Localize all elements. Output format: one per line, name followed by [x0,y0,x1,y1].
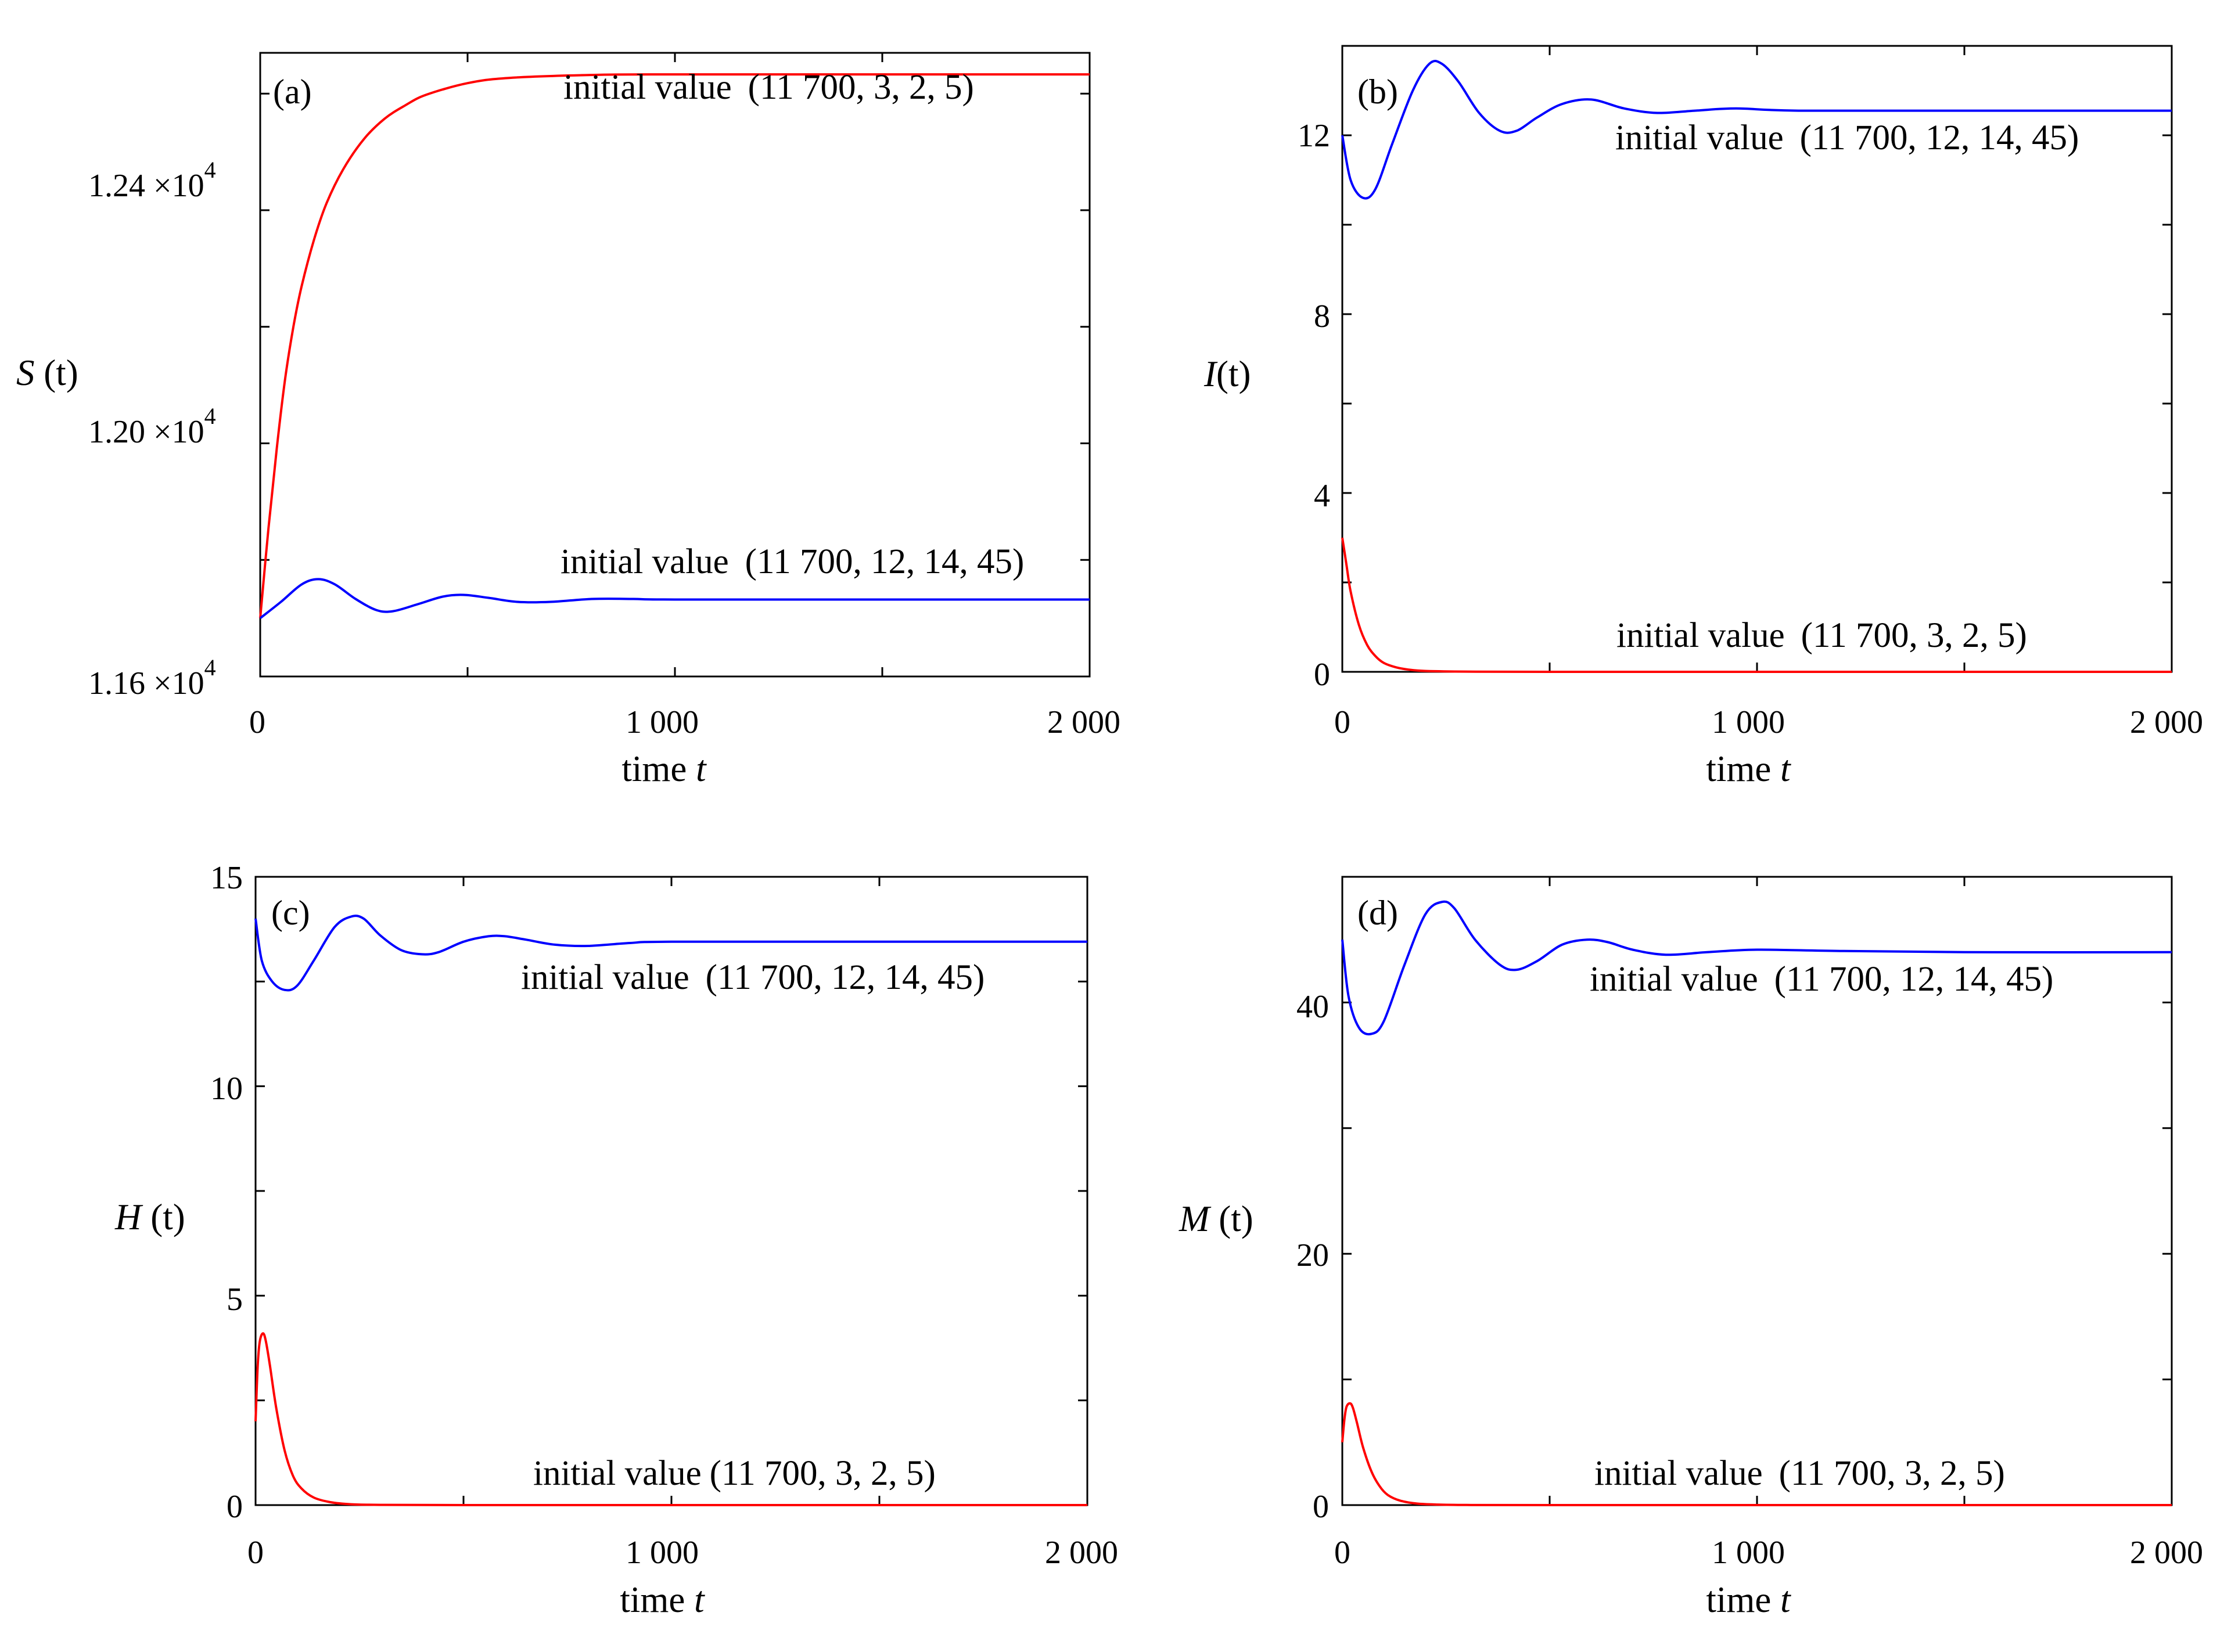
axes-frame [259,52,1091,678]
panel-d: (d) initial value (11 700, 12, 14, 45) in… [1179,876,2203,1620]
series-line-blue [1341,60,2172,200]
annotation: initial value (11 700, 3, 2, 5) [1594,1454,2005,1493]
x-axis-label: time t [621,748,707,789]
x-tick-label: 2 000 [1045,1535,1118,1571]
x-tick-label: 0 [249,704,265,740]
annotation: initial value (11 700, 12, 14, 45) [521,958,985,997]
x-axis-label: time t [1706,1579,1791,1620]
y-tick-label: 0 [1314,657,1330,693]
x-axis-label: time t [1706,748,1791,789]
y-axis-label: H (t) [114,1197,185,1237]
tick-marks [259,53,1091,678]
panel-label: (b) [1357,73,1398,111]
tick-marks [1341,45,2173,673]
y-tick-label: 8 [1314,298,1330,334]
y-tick-label: 4 [1314,478,1330,514]
panel-c: (c) initial value (11 700, 12, 14, 45) in… [114,860,1118,1620]
y-tick-label: 1.24 ×104 [88,157,216,204]
x-tick-label: 1 000 [1712,704,1785,740]
annotation: initial value (11 700, 12, 14, 45) [561,542,1024,581]
annotation: initial value (11 700, 12, 14, 45) [1590,960,2053,999]
y-axis-label: I(t) [1203,354,1251,394]
annotation: initial value (11 700, 3, 2, 5) [533,1454,936,1493]
y-tick-label: 12 [1298,118,1330,154]
x-axis-label: time t [620,1579,705,1620]
series-line-blue [1341,900,2172,1036]
x-tick-label: 1 000 [626,704,699,740]
panel-label: (a) [273,73,312,111]
panel-a: (a) initial value (11 700, 3, 2, 5) initi… [16,52,1120,789]
series-line-red [259,73,1090,618]
panel-label: (d) [1357,894,1398,932]
panel-label: (c) [271,894,310,932]
x-tick-label: 0 [247,1535,264,1571]
y-tick-label: 5 [227,1282,243,1318]
x-tick-label: 0 [1334,704,1350,740]
x-tick-label: 2 000 [1047,704,1120,740]
annotation: initial value (11 700, 12, 14, 45) [1615,118,2079,157]
y-axis-label: M (t) [1179,1198,1253,1239]
y-tick-label: 15 [210,860,243,896]
y-tick-label: 40 [1296,989,1329,1025]
series-line-red [254,1332,1087,1507]
annotation: initial value (11 700, 3, 2, 5) [563,68,974,107]
y-tick-label: 1.20 ×104 [88,403,216,450]
y-tick-label: 20 [1296,1237,1329,1273]
y-tick-label: 1.16 ×104 [88,654,216,701]
annotation: initial value (11 700, 3, 2, 5) [1616,616,2027,655]
x-tick-label: 1 000 [626,1535,699,1571]
y-axis-label: S (t) [16,352,78,393]
y-tick-label: 0 [227,1489,243,1525]
x-tick-label: 2 000 [2130,704,2203,740]
x-tick-label: 1 000 [1712,1535,1785,1571]
series-line-red [1341,537,2172,674]
x-tick-label: 0 [1334,1535,1350,1571]
y-tick-label: 0 [1313,1489,1329,1525]
x-tick-label: 2 000 [2130,1535,2203,1571]
series-line-red [1341,1402,2172,1507]
panel-b: (b) initial value (11 700, 12, 14, 45) in… [1203,45,2203,789]
series-line-blue [254,915,1087,992]
series-line-blue [259,578,1090,620]
y-tick-label: 10 [210,1071,243,1107]
